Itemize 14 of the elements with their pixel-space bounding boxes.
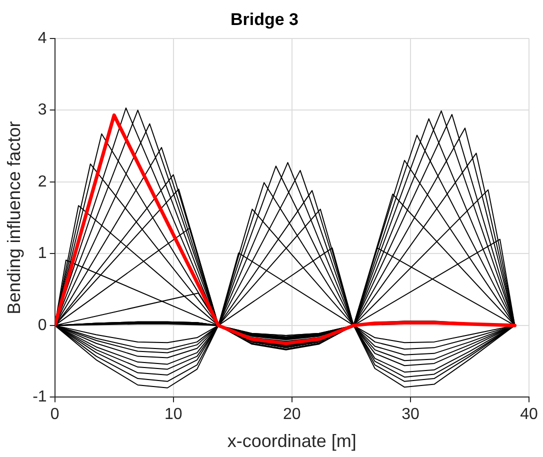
y-tick-label: 1 bbox=[38, 245, 47, 262]
y-tick-label: 4 bbox=[38, 30, 47, 47]
x-axis-title: x-coordinate [m] bbox=[227, 431, 356, 452]
y-tick-label: 0 bbox=[38, 316, 47, 334]
x-tick-label: 20 bbox=[283, 406, 301, 424]
x-tick-label: 10 bbox=[164, 406, 182, 424]
y-axis-title: Bending influence factor bbox=[4, 121, 24, 314]
x-tick-label: 40 bbox=[520, 406, 538, 424]
y-tick-label: -1 bbox=[32, 388, 47, 406]
y-tick-label: 3 bbox=[38, 102, 47, 119]
x-tick-label: 30 bbox=[402, 406, 420, 424]
chart-title: Bridge 3 bbox=[230, 10, 299, 29]
y-tick-label: 2 bbox=[38, 173, 47, 190]
x-tick-label: 0 bbox=[50, 406, 60, 424]
